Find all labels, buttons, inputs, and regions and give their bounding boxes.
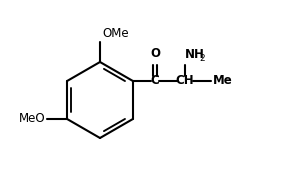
Text: OMe: OMe <box>102 27 129 40</box>
Text: O: O <box>150 47 160 60</box>
Text: CH: CH <box>176 75 194 88</box>
Text: 2: 2 <box>199 54 204 63</box>
Text: Me: Me <box>213 75 233 88</box>
Text: C: C <box>150 75 159 88</box>
Text: MeO: MeO <box>19 113 45 126</box>
Text: NH: NH <box>185 48 205 61</box>
